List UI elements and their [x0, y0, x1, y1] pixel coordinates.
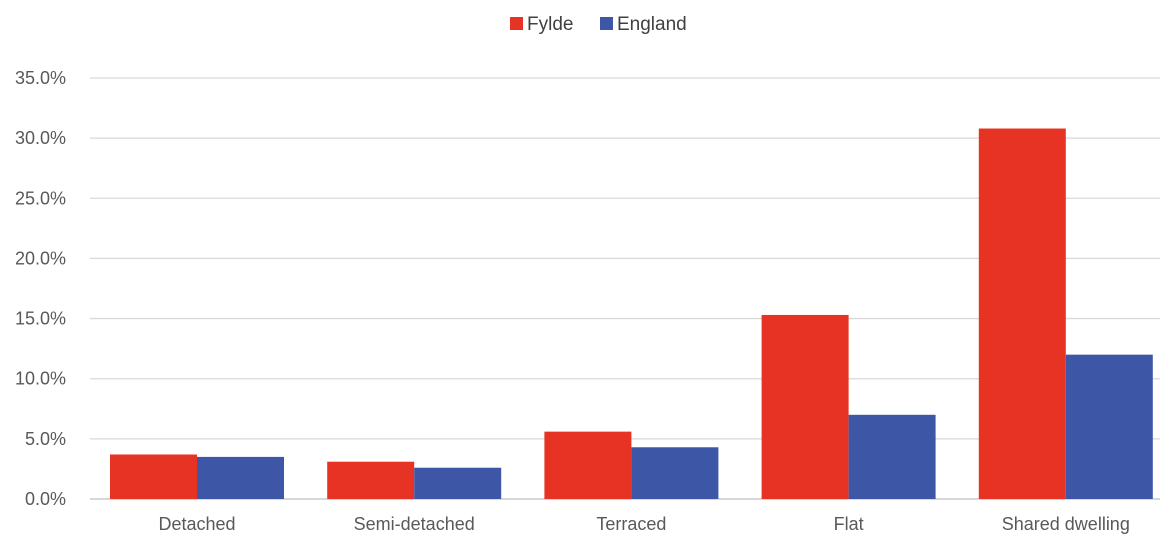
y-tick-label: 25.0% — [15, 188, 66, 208]
x-tick-label: Detached — [158, 514, 235, 534]
x-tick-label: Terraced — [596, 514, 666, 534]
y-tick-label: 15.0% — [15, 309, 66, 329]
bar-england-semi-detached — [414, 467, 502, 499]
bar-fylde-shared-dwelling — [978, 128, 1066, 499]
bar-fylde-terraced — [544, 431, 632, 499]
bar-fylde-detached — [110, 454, 197, 499]
gridlines — [90, 77, 1160, 500]
legend: Fylde England — [510, 14, 687, 35]
y-axis-ticks: 0.0% 5.0% 10.0% 15.0% 20.0% 25.0% 30.0% 35.0% — [15, 68, 66, 509]
bar-england-detached — [197, 456, 284, 499]
bar-england-terraced — [631, 447, 719, 499]
x-tick-label: Shared dwelling — [1002, 514, 1130, 534]
bar-fylde-flat — [761, 314, 849, 499]
x-tick-label: Semi-detached — [354, 514, 475, 534]
y-tick-label: 5.0% — [25, 429, 66, 449]
legend-label-fylde: Fylde — [527, 14, 573, 35]
y-tick-label: 10.0% — [15, 369, 66, 389]
y-tick-label: 30.0% — [15, 128, 66, 148]
x-axis-ticks: Detached Semi-detached Terraced Flat Shared … — [158, 514, 1129, 534]
legend-label-england: England — [617, 14, 687, 35]
legend-swatch-fylde — [510, 17, 523, 30]
y-tick-label: 20.0% — [15, 248, 66, 268]
y-tick-label: 0.0% — [25, 489, 66, 509]
legend-swatch-england — [600, 17, 613, 30]
bar-england-flat — [848, 414, 936, 499]
x-tick-label: Flat — [834, 514, 864, 534]
y-tick-label: 35.0% — [15, 68, 66, 88]
bar-england-shared-dwelling — [1065, 354, 1153, 499]
bars — [110, 128, 1153, 499]
bar-fylde-semi-detached — [327, 461, 415, 499]
